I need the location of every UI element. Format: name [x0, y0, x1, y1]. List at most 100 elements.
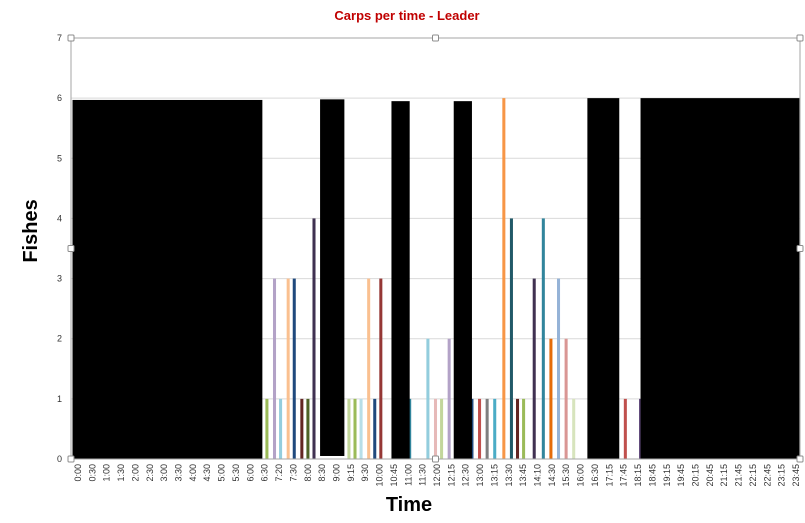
x-tick-label: 21:15 [719, 464, 729, 487]
x-tick-label: 0:30 [87, 464, 97, 482]
x-tick-label: 9:15 [346, 464, 356, 482]
x-tick-label: 20:15 [690, 464, 700, 487]
bar [440, 398, 444, 459]
x-tick-label: 17:15 [604, 464, 614, 487]
bar [447, 338, 451, 459]
bar [515, 398, 520, 459]
x-tick-label: 9:00 [331, 464, 341, 482]
y-tick-label: 3 [57, 274, 62, 284]
x-tick-label: 0:00 [73, 464, 83, 482]
x-tick-label: 23:45 [791, 464, 801, 487]
resize-handle[interactable] [796, 455, 804, 463]
y-tick-label: 1 [57, 394, 62, 404]
x-tick-label: 13:15 [489, 464, 499, 487]
bar [373, 398, 377, 459]
x-tick-label: 11:00 [403, 464, 413, 486]
bar [502, 98, 506, 460]
y-tick-labels: 0 1 2 3 4 5 6 7 [57, 33, 62, 464]
x-tick-label: 13:30 [504, 464, 514, 487]
bar [359, 398, 363, 459]
resize-handle[interactable] [432, 455, 439, 463]
occluding-box [640, 98, 800, 460]
x-tick-label: 20:45 [705, 464, 715, 487]
x-tick-label: 12:15 [446, 464, 456, 487]
occluding-box [587, 98, 620, 460]
bar [485, 398, 489, 459]
x-tick-label: 22:45 [762, 464, 772, 487]
y-tick-label: 4 [57, 213, 62, 223]
bar [541, 218, 545, 459]
resize-handle[interactable] [67, 34, 75, 42]
x-tick-label: 16:30 [590, 464, 600, 487]
x-tick-label: 10:00 [375, 464, 385, 487]
x-tick-label: 7:30 [288, 464, 298, 482]
bar [557, 278, 561, 459]
x-tick-label: 2:30 [145, 464, 155, 482]
x-tick-label: 19:45 [676, 464, 686, 487]
resize-handle[interactable] [67, 455, 75, 463]
occluding-box [391, 101, 410, 460]
bars [265, 98, 643, 460]
x-tick-label: 1:30 [116, 464, 126, 482]
bar [265, 398, 269, 459]
x-tick-label: 22:15 [748, 464, 758, 487]
chart-title: Carps per time - Leader [334, 8, 479, 23]
x-tick-labels: 0:00 0:30 1:00 1:30 2:00 2:30 3:00 3:30 4:00 4:30… [73, 464, 801, 487]
y-axis-title: Fishes [20, 199, 42, 262]
y-tick-label: 7 [57, 33, 62, 43]
occluding-box [320, 99, 345, 456]
x-tick-label: 1:00 [102, 464, 112, 482]
x-tick-label: 14:10 [533, 464, 543, 487]
x-tick-label: 12:00 [432, 464, 442, 487]
selection-handles [67, 34, 804, 463]
bar [509, 218, 513, 459]
x-tick-label: 19:15 [662, 464, 672, 487]
resize-handle[interactable] [67, 245, 75, 252]
bar [564, 338, 568, 459]
bar [433, 398, 438, 459]
bar [623, 398, 627, 459]
bar [312, 218, 316, 459]
x-tick-label: 23:15 [777, 464, 787, 487]
x-tick-label: 9:30 [360, 464, 370, 482]
x-tick-label: 18:45 [647, 464, 657, 487]
x-tick-label: 6:00 [245, 464, 255, 482]
x-tick-label: 11:30 [418, 464, 428, 486]
x-tick-label: 21:45 [734, 464, 744, 487]
bar [379, 278, 383, 459]
x-tick-label: 7:20 [274, 464, 284, 482]
x-tick-label: 16:00 [576, 464, 586, 487]
bar [572, 398, 576, 459]
bar [272, 278, 277, 459]
occluding-box [453, 101, 472, 460]
bar [367, 278, 371, 459]
bar [353, 398, 357, 459]
x-tick-label: 2:00 [130, 464, 140, 482]
y-tick-label: 0 [57, 454, 62, 464]
x-tick-label: 12:30 [461, 464, 471, 487]
x-tick-label: 5:00 [217, 464, 227, 482]
x-tick-label: 13:45 [518, 464, 528, 487]
x-tick-label: 3:30 [174, 464, 184, 482]
x-tick-label: 13:00 [475, 464, 485, 487]
resize-handle[interactable] [796, 34, 804, 42]
x-tick-label: 6:30 [260, 464, 270, 482]
x-tick-label: 8:30 [317, 464, 327, 482]
bar [347, 398, 351, 459]
bar [286, 278, 290, 459]
bar [279, 398, 283, 459]
bar [493, 398, 497, 459]
resize-handle[interactable] [432, 34, 439, 42]
y-tick-label: 2 [57, 334, 62, 344]
x-tick-label: 3:00 [159, 464, 169, 482]
bar [408, 398, 412, 459]
bar [549, 338, 553, 459]
resize-handle[interactable] [796, 245, 804, 252]
x-tick-label: 15:30 [561, 464, 571, 487]
bar [532, 278, 536, 459]
bar [478, 398, 482, 459]
x-tick-label: 10:45 [389, 464, 399, 487]
bar [300, 398, 304, 459]
x-tick-label: 18:15 [633, 464, 643, 487]
bar [426, 338, 430, 459]
